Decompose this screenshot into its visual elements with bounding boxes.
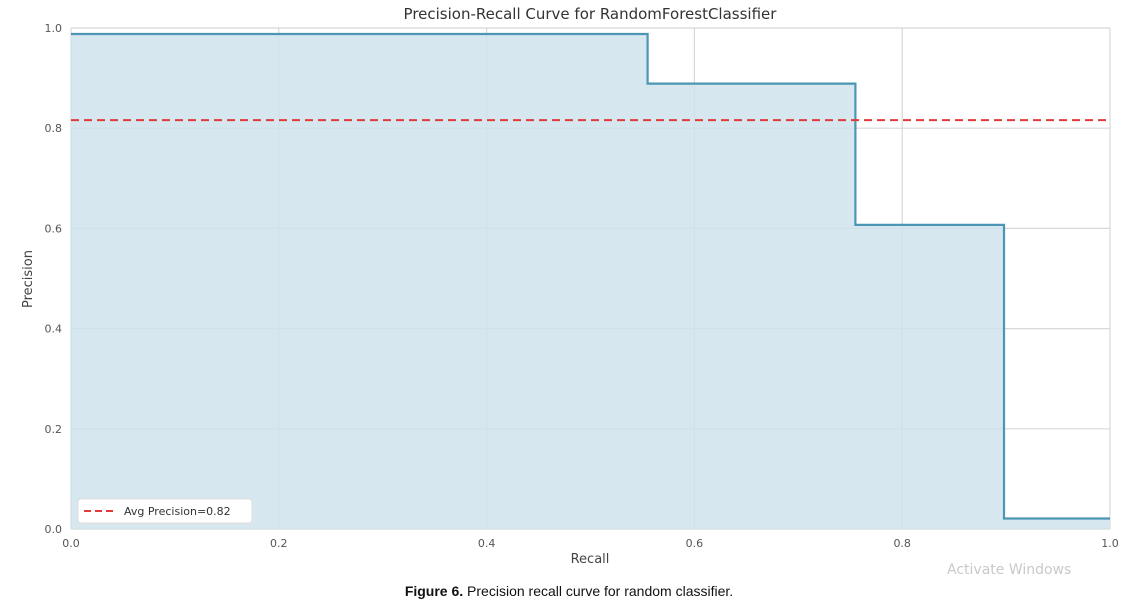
x-tick-labels: 0.0 0.2 0.4 0.6 0.8 1.0: [62, 537, 1119, 550]
pr-curve-fill: [71, 34, 1110, 529]
y-tick-label: 0.4: [45, 323, 63, 336]
x-tick-label: 0.0: [62, 537, 80, 550]
x-tick-label: 0.4: [478, 537, 496, 550]
legend-box: [77, 498, 253, 524]
figure-caption: Figure 6. Precision recall curve for ran…: [0, 583, 1138, 599]
x-axis-label: Recall: [571, 552, 610, 567]
y-tick-label: 0.2: [45, 423, 63, 436]
x-tick-label: 1.0: [1101, 537, 1119, 550]
watermark: Activate Windows: [947, 562, 1071, 578]
y-tick-label: 0.0: [45, 523, 63, 536]
y-tick-label: 0.6: [45, 222, 63, 235]
x-tick-label: 0.8: [893, 537, 911, 550]
figure-caption-label: Figure 6.: [404, 583, 464, 599]
figure-caption-text: Precision recall curve for random classi…: [463, 583, 734, 599]
y-tick-label: 1.0: [45, 22, 63, 35]
x-tick-label: 0.2: [270, 537, 288, 550]
x-tick-label: 0.6: [686, 537, 704, 550]
y-tick-label: 0.8: [45, 122, 63, 135]
legend-label: Avg Precision=0.82: [124, 505, 231, 518]
legend: Avg Precision=0.82: [77, 498, 253, 524]
chart-title: Precision-Recall Curve for RandomForestC…: [404, 5, 778, 23]
y-axis-label: Precision: [21, 250, 36, 308]
y-tick-labels: 0.0 0.2 0.4 0.6 0.8 1.0: [45, 22, 63, 536]
pr-curve-line: [71, 32, 1110, 520]
